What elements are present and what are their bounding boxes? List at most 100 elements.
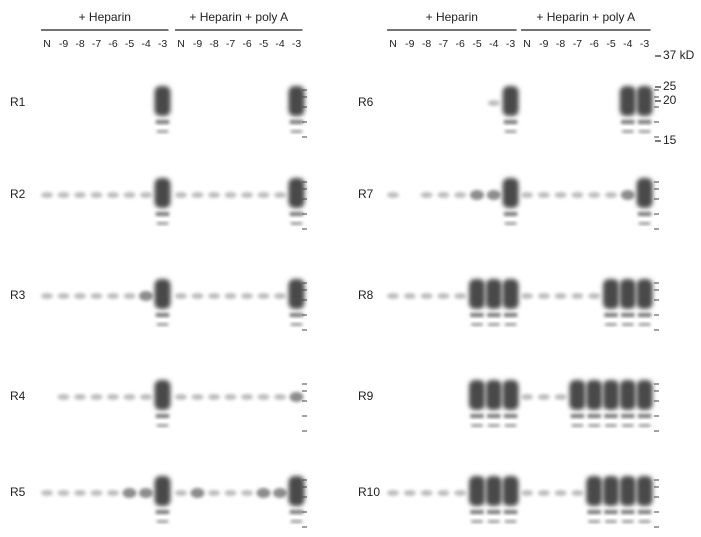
band-strong xyxy=(154,380,171,410)
band-lower xyxy=(638,130,651,133)
band-lower xyxy=(638,520,651,523)
band-lower xyxy=(503,313,518,317)
band xyxy=(224,293,237,299)
band-strong xyxy=(619,380,636,410)
band-lower xyxy=(487,520,500,523)
band-strong xyxy=(603,476,619,506)
band-strong xyxy=(502,476,519,506)
row-label: R5 xyxy=(10,485,26,499)
band-strong xyxy=(502,86,519,116)
band xyxy=(57,192,70,198)
band xyxy=(571,192,584,198)
band xyxy=(224,490,237,496)
band-lower xyxy=(587,414,602,418)
band-strong xyxy=(154,86,171,116)
band-lower xyxy=(621,323,634,326)
band xyxy=(274,293,286,299)
band xyxy=(139,291,153,301)
band-strong xyxy=(485,279,502,309)
band xyxy=(90,293,103,299)
band-lower xyxy=(156,222,169,225)
group-title: + Heparin + poly A xyxy=(189,10,288,24)
lane-label: -4 xyxy=(141,38,150,50)
band-lower xyxy=(289,120,304,124)
band-lower xyxy=(156,323,169,326)
band-lower xyxy=(588,520,601,523)
band-lower xyxy=(290,520,303,523)
band-lower xyxy=(637,414,652,418)
band xyxy=(57,394,70,400)
band-strong xyxy=(603,380,619,410)
marker-label: 37 kD xyxy=(663,48,695,62)
band-lower xyxy=(638,323,651,326)
band xyxy=(140,394,152,400)
lane-label: -6 xyxy=(242,38,251,50)
band xyxy=(241,293,253,299)
band xyxy=(224,192,237,198)
lane-label: -9 xyxy=(59,38,68,50)
band xyxy=(57,490,70,496)
lane-label: -9 xyxy=(405,38,414,50)
band xyxy=(588,192,601,198)
band-lower xyxy=(289,212,304,216)
band-strong xyxy=(619,279,636,309)
lane-label: -9 xyxy=(539,38,548,50)
band-strong xyxy=(288,476,305,506)
band xyxy=(122,488,137,498)
band-strong xyxy=(469,279,485,309)
band-lower xyxy=(155,510,170,514)
group-title: + Heparin xyxy=(79,10,131,24)
band-lower xyxy=(638,424,651,427)
marker-label: 15 xyxy=(663,133,677,147)
band xyxy=(107,293,119,299)
band-lower xyxy=(503,212,518,216)
lane-label: -8 xyxy=(556,38,565,50)
band xyxy=(107,490,119,496)
lane-label: -6 xyxy=(108,38,117,50)
row-label: R6 xyxy=(358,95,374,109)
band-strong xyxy=(619,476,636,506)
band xyxy=(273,488,287,498)
band xyxy=(571,490,584,496)
band-lower xyxy=(605,520,617,523)
row-label: R4 xyxy=(10,389,26,403)
lane-label: -9 xyxy=(193,38,202,50)
band-lower xyxy=(290,130,303,133)
band-lower xyxy=(504,424,517,427)
lane-label: -5 xyxy=(259,38,268,50)
band xyxy=(420,490,433,496)
lane-label: N xyxy=(523,38,531,50)
band-lower xyxy=(155,212,170,216)
band-lower xyxy=(290,323,303,326)
band xyxy=(208,192,220,198)
row-label: R7 xyxy=(358,187,374,201)
group-title: + Heparin + poly A xyxy=(536,10,635,24)
band xyxy=(454,293,467,299)
band-strong xyxy=(469,476,485,506)
band xyxy=(74,490,86,496)
band xyxy=(175,394,187,400)
band-lower xyxy=(503,510,518,514)
lane-label: -8 xyxy=(209,38,218,50)
band xyxy=(107,192,119,198)
band xyxy=(74,293,86,299)
band-strong xyxy=(502,279,519,309)
band-strong xyxy=(586,476,603,506)
lane-label: -8 xyxy=(75,38,84,50)
band xyxy=(289,392,304,402)
band-lower xyxy=(470,313,484,317)
row-label: R10 xyxy=(358,485,380,499)
band-lower xyxy=(504,222,517,225)
band xyxy=(241,192,253,198)
band-lower xyxy=(621,130,634,133)
band-strong xyxy=(569,380,586,410)
band xyxy=(521,394,533,400)
band xyxy=(241,490,253,496)
band-strong xyxy=(154,178,171,208)
band-strong xyxy=(288,279,305,309)
band xyxy=(191,394,204,400)
band-lower xyxy=(471,520,483,523)
band xyxy=(437,293,450,299)
band-lower xyxy=(620,510,635,514)
band xyxy=(537,490,550,496)
